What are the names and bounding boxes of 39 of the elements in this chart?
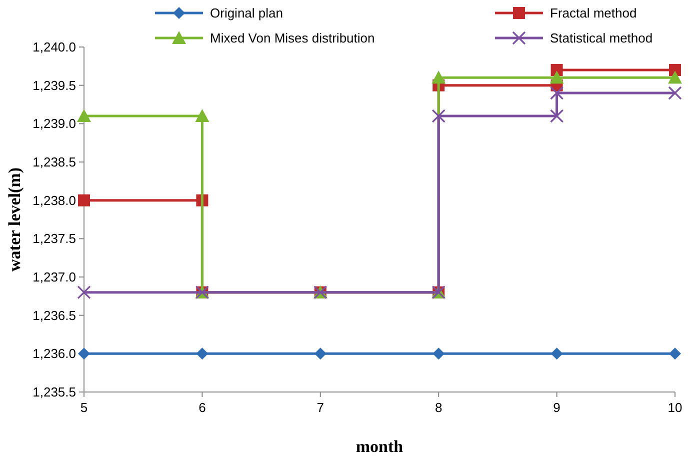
point bbox=[195, 109, 210, 122]
y-tick-label: 1,238.5 bbox=[32, 154, 76, 170]
legend-label: Mixed Von Mises distribution bbox=[210, 30, 375, 46]
x-tick-label: 8 bbox=[434, 400, 442, 415]
point bbox=[669, 348, 681, 360]
point bbox=[432, 70, 446, 84]
x-axis-title: month bbox=[356, 437, 404, 456]
point bbox=[77, 109, 91, 122]
point bbox=[78, 194, 90, 206]
point bbox=[668, 70, 682, 84]
point bbox=[77, 286, 91, 300]
y-tick-label: 1,237.0 bbox=[32, 270, 76, 285]
x-tick-label: 9 bbox=[553, 400, 560, 415]
point bbox=[196, 348, 208, 360]
x-tick-label: 5 bbox=[80, 400, 88, 415]
legend-label: Fractal method bbox=[550, 6, 637, 21]
y-axis-title: water level(m) bbox=[5, 168, 24, 272]
x-tick-label: 6 bbox=[198, 400, 206, 415]
point bbox=[550, 70, 564, 84]
point bbox=[314, 348, 326, 360]
x-tick-label: 7 bbox=[316, 400, 324, 415]
point bbox=[78, 348, 90, 360]
point bbox=[432, 348, 445, 360]
point bbox=[550, 86, 564, 100]
x-tick-label: 10 bbox=[668, 400, 682, 415]
y-tick-label: 1,236.0 bbox=[32, 346, 76, 362]
y-tick-label: 1,240.0 bbox=[32, 40, 76, 55]
legend-label: Original plan bbox=[210, 6, 283, 21]
y-tick-label: 1,239.0 bbox=[32, 116, 76, 132]
y-tick-label: 1,235.5 bbox=[32, 384, 76, 400]
point bbox=[550, 348, 563, 360]
point bbox=[668, 86, 682, 100]
y-tick-label: 1,236.5 bbox=[32, 308, 76, 323]
y-tick-label: 1,238.0 bbox=[32, 192, 76, 208]
y-tick-label: 1,239.5 bbox=[32, 78, 76, 93]
point bbox=[550, 109, 564, 123]
y-tick-label: 1,237.5 bbox=[32, 231, 76, 246]
point bbox=[432, 109, 446, 123]
legend-label: Statistical method bbox=[550, 30, 653, 46]
